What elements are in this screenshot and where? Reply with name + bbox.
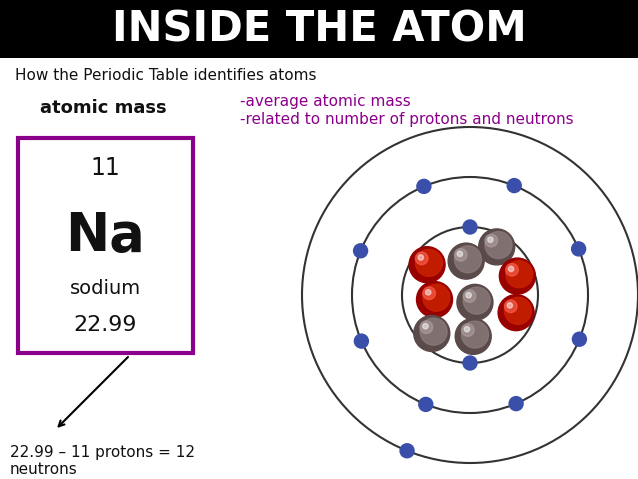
Text: 22.99: 22.99 bbox=[74, 315, 137, 335]
Circle shape bbox=[461, 324, 474, 336]
Circle shape bbox=[463, 356, 477, 370]
Circle shape bbox=[507, 303, 512, 308]
Circle shape bbox=[457, 285, 493, 320]
Bar bbox=[18, 138, 193, 353]
Circle shape bbox=[418, 255, 424, 260]
Circle shape bbox=[506, 263, 518, 276]
Circle shape bbox=[487, 237, 493, 242]
Circle shape bbox=[505, 297, 531, 324]
Circle shape bbox=[454, 246, 482, 273]
Circle shape bbox=[463, 290, 476, 302]
Text: sodium: sodium bbox=[70, 278, 141, 297]
Circle shape bbox=[448, 243, 484, 279]
Circle shape bbox=[409, 247, 445, 283]
Text: -related to number of protons and neutrons: -related to number of protons and neutro… bbox=[240, 112, 574, 126]
Circle shape bbox=[420, 318, 447, 345]
Circle shape bbox=[419, 398, 433, 411]
Circle shape bbox=[466, 293, 471, 298]
Circle shape bbox=[505, 300, 517, 313]
Circle shape bbox=[417, 179, 431, 194]
Circle shape bbox=[423, 323, 428, 329]
Circle shape bbox=[354, 334, 368, 348]
Bar bbox=[0, 0, 638, 58]
Text: How the Periodic Table identifies atoms: How the Periodic Table identifies atoms bbox=[15, 68, 316, 82]
Circle shape bbox=[414, 316, 450, 352]
Circle shape bbox=[485, 234, 498, 247]
Circle shape bbox=[400, 444, 414, 458]
Circle shape bbox=[426, 290, 431, 295]
Circle shape bbox=[457, 251, 463, 257]
Text: 11: 11 bbox=[91, 156, 121, 180]
Circle shape bbox=[454, 249, 467, 261]
Circle shape bbox=[423, 284, 450, 311]
Circle shape bbox=[485, 232, 512, 259]
Circle shape bbox=[456, 319, 491, 354]
Text: INSIDE THE ATOM: INSIDE THE ATOM bbox=[112, 8, 526, 50]
Circle shape bbox=[417, 282, 452, 318]
Circle shape bbox=[507, 179, 521, 193]
Text: 22.99 – 11 protons = 12
neutrons: 22.99 – 11 protons = 12 neutrons bbox=[10, 445, 195, 478]
Circle shape bbox=[478, 229, 515, 265]
Circle shape bbox=[572, 242, 586, 256]
Text: Na: Na bbox=[66, 209, 145, 262]
Circle shape bbox=[420, 321, 433, 333]
Circle shape bbox=[463, 287, 490, 314]
Circle shape bbox=[572, 332, 586, 346]
Text: atomic mass: atomic mass bbox=[40, 99, 167, 117]
Circle shape bbox=[353, 244, 367, 258]
Circle shape bbox=[464, 327, 470, 332]
Circle shape bbox=[461, 321, 489, 348]
Circle shape bbox=[498, 295, 534, 331]
Circle shape bbox=[500, 258, 535, 294]
Circle shape bbox=[415, 250, 442, 276]
Circle shape bbox=[423, 287, 435, 299]
Circle shape bbox=[463, 220, 477, 234]
Text: -average atomic mass: -average atomic mass bbox=[240, 93, 411, 109]
Circle shape bbox=[415, 252, 428, 265]
Circle shape bbox=[508, 266, 514, 272]
Circle shape bbox=[509, 397, 523, 411]
Circle shape bbox=[506, 261, 533, 288]
